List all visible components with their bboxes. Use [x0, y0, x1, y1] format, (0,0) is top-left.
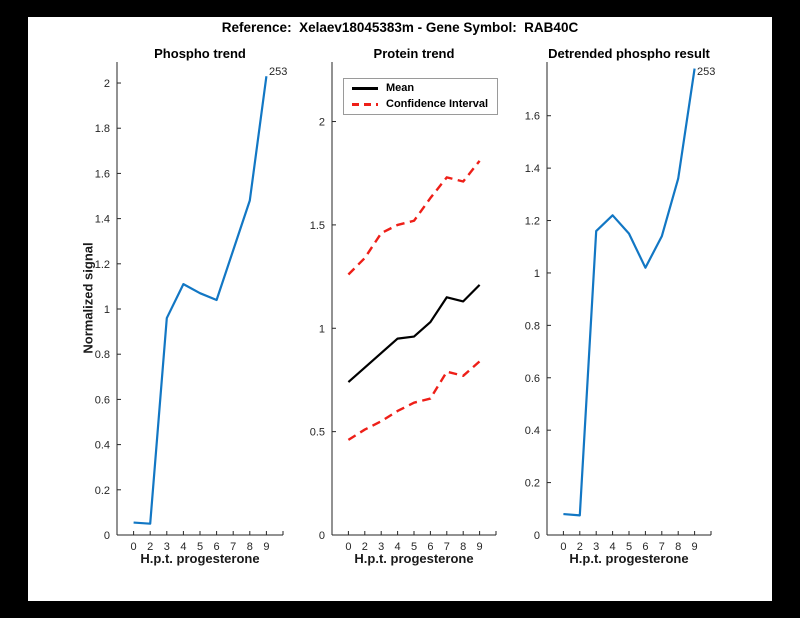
x-tick-label: 3	[593, 541, 599, 553]
x-tick-label: 0	[560, 541, 566, 553]
x-axis-label-phospho: H.p.t. progesterone	[140, 551, 260, 566]
y-axis-label: Normalized signal	[80, 242, 96, 354]
x-tick-label: 6	[214, 541, 220, 553]
y-tick-label: 1.8	[95, 123, 110, 135]
y-tick-label: 1	[534, 268, 540, 280]
series-detrended-phospho	[563, 68, 696, 517]
figure-title: Reference: Xelaev18045383m - Gene Symbol…	[221, 20, 579, 35]
x-tick-label: 7	[444, 541, 450, 553]
x-tick-label: 5	[411, 541, 417, 553]
x-tick-label: 8	[460, 541, 466, 553]
x-tick-label: 2	[577, 541, 583, 553]
x-tick-label: 5	[626, 541, 632, 553]
subplot-2: 0 2 3 4 5 6 7 8 900.20.40.60.811.21.41.6	[525, 62, 712, 553]
x-axis-label-detrended: H.p.t. progesterone	[569, 551, 689, 566]
x-tick-label: 4	[180, 541, 186, 553]
data-label-phospho-253: 253	[269, 66, 288, 78]
x-tick-label: 7	[230, 541, 236, 553]
legend-entry-mean: Mean	[352, 82, 497, 95]
x-tick-label: 9	[477, 541, 483, 553]
y-tick-label: 0.6	[525, 373, 540, 385]
x-tick-label: 8	[247, 541, 253, 553]
x-tick-label: 7	[659, 541, 665, 553]
series-mean	[347, 284, 481, 383]
y-tick-label: 0.8	[525, 320, 540, 332]
x-tick-label: 0	[345, 541, 351, 553]
subplot-title-phospho: Phospho trend	[154, 46, 246, 61]
x-tick-label: 2	[147, 541, 153, 553]
y-tick-label: 0.6	[95, 394, 110, 406]
data-label-detrended-253: 253	[697, 66, 716, 78]
y-tick-label: 2	[319, 117, 325, 129]
x-tick-label: 8	[675, 541, 681, 553]
y-tick-label: 1	[104, 304, 110, 316]
y-tick-label: 0	[104, 530, 110, 542]
legend-entry-ci: Confidence Interval	[352, 98, 497, 111]
x-tick-label: 6	[642, 541, 648, 553]
y-tick-label: 0	[534, 530, 540, 542]
x-tick-label: 4	[610, 541, 616, 553]
subplot-title-detrended: Detrended phospho result	[548, 46, 710, 61]
y-tick-label: 0.4	[95, 440, 110, 452]
x-tick-label: 3	[164, 541, 170, 553]
y-tick-label: 1.5	[310, 220, 325, 232]
y-tick-label: 0	[319, 530, 325, 542]
y-tick-label: 1	[319, 323, 325, 335]
legend-box: Mean Confidence Interval	[343, 78, 498, 115]
series-phospho-signal	[133, 76, 268, 525]
x-tick-label: 2	[362, 541, 368, 553]
y-tick-label: 0.5	[310, 427, 325, 439]
y-tick-label: 2	[104, 78, 110, 90]
y-tick-label: 1.6	[525, 111, 540, 123]
x-tick-label: 9	[692, 541, 698, 553]
x-tick-label: 9	[263, 541, 269, 553]
mean-line-sample-icon	[352, 87, 378, 90]
x-tick-label: 5	[197, 541, 203, 553]
x-tick-label: 3	[378, 541, 384, 553]
x-tick-label: 4	[395, 541, 401, 553]
legend-label-ci: Confidence Interval	[386, 98, 489, 110]
x-tick-label: 0	[131, 541, 137, 553]
y-tick-label: 1.4	[95, 214, 110, 226]
legend-label-mean: Mean	[386, 82, 415, 94]
y-tick-label: 1.6	[95, 168, 110, 180]
ci-line-sample-icon	[352, 103, 378, 106]
x-tick-label: 6	[427, 541, 433, 553]
subplot-title-protein: Protein trend	[373, 46, 455, 61]
y-tick-label: 0.2	[525, 478, 540, 490]
x-axis-label-protein: H.p.t. progesterone	[354, 551, 474, 566]
subplot-0: 0 2 3 4 5 6 7 8 900.20.40.60.811.21.41.61.82	[95, 62, 284, 553]
series-ci-lower	[347, 360, 481, 441]
y-tick-label: 0.8	[95, 349, 110, 361]
y-tick-label: 1.2	[95, 259, 110, 271]
y-tick-label: 1.2	[525, 216, 540, 228]
y-tick-label: 0.4	[525, 425, 540, 437]
subplot-1: 0 2 3 4 5 6 7 8 900.511.52	[310, 62, 497, 553]
series-ci-upper	[347, 160, 481, 276]
y-tick-label: 1.4	[525, 163, 540, 175]
y-tick-label: 0.2	[95, 485, 110, 497]
